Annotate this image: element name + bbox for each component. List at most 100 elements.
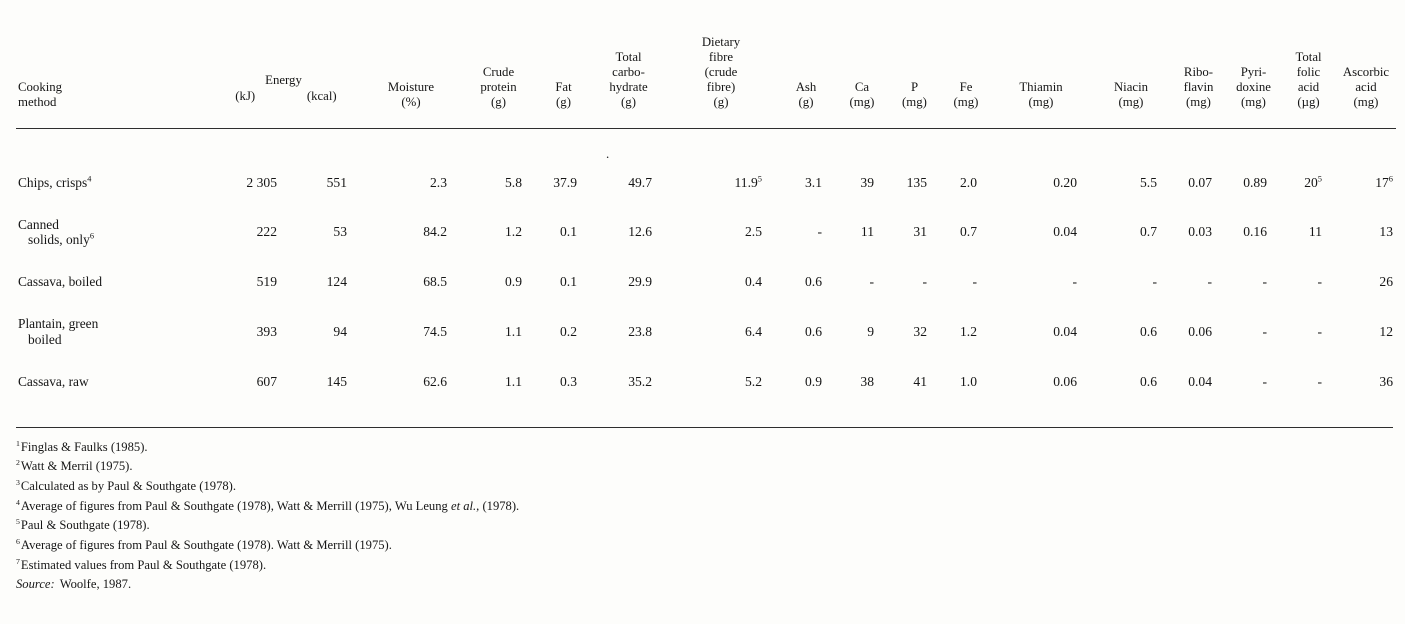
col-header-calcium: Ca (mg)	[836, 8, 888, 129]
cell-energy-kcal: 94	[333, 323, 347, 339]
cell-niacin: 0.7	[1140, 224, 1157, 240]
col-header-fat: Fat (g)	[536, 8, 591, 129]
col-header-energy-group: Energy (kJ) (kcal)	[206, 8, 361, 129]
cell-crude-protein: 1.1	[505, 323, 522, 339]
cell-total-folic-acid: 11	[1308, 224, 1322, 240]
nutrition-table: Cooking method Energy (kJ) (kcal) Moisture (%)…	[16, 8, 1396, 403]
cell-ash: 0.6	[805, 323, 822, 339]
cell-dietary-fibre: 5.2	[745, 373, 762, 389]
col-header-total-carbohydrate: Total carbo-hydrate (g)	[591, 8, 666, 129]
cell-pyridoxine: 0.89	[1243, 174, 1267, 190]
cell-dietary-fibre: 11.95	[734, 172, 762, 190]
cell-cooking-method: Cassava, raw	[18, 373, 89, 389]
footnotes-section: 1Finglas & Faulks (1985). 2Watt & Merril …	[16, 438, 1393, 595]
cell-total-folic-acid: -	[1317, 274, 1322, 290]
cell-iron: 0.7	[960, 224, 977, 240]
cell-fat: 0.2	[560, 323, 577, 339]
cell-energy-kj: 2 305	[246, 174, 277, 190]
col-header-total-folic-acid: Total folic acid (µg)	[1281, 8, 1336, 129]
cell-riboflavin: 0.03	[1188, 224, 1212, 240]
cell-total-folic-acid: -	[1317, 323, 1322, 339]
cell-ash: -	[817, 224, 822, 240]
col-header-dietary-fibre: Dietary fibre (crude fibre) (g)	[666, 8, 776, 129]
cell-energy-kj: 607	[256, 373, 277, 389]
cell-ascorbic-acid: 26	[1379, 274, 1393, 290]
cell-total-carbohydrate: 23.8	[628, 323, 652, 339]
cell-niacin: -	[1152, 274, 1157, 290]
cell-calcium: 39	[860, 174, 874, 190]
cell-moisture: 2.3	[430, 174, 447, 190]
footnote-5: 5Paul & Southgate (1978).	[16, 517, 150, 533]
cell-ash: 3.1	[805, 174, 822, 190]
cell-thiamin: 0.20	[1053, 174, 1077, 190]
cell-energy-kcal: 53	[333, 224, 347, 240]
col-header-phosphorus: P (mg)	[888, 8, 941, 129]
cell-iron: 1.2	[960, 323, 977, 339]
cell-total-carbohydrate: 35.2	[628, 373, 652, 389]
cell-riboflavin: 0.04	[1188, 373, 1212, 389]
cell-crude-protein: 5.8	[505, 174, 522, 190]
cell-ash: 0.6	[805, 274, 822, 290]
cell-phosphorus: 32	[913, 323, 927, 339]
cell-pyridoxine: -	[1262, 373, 1267, 389]
cell-fat: 37.9	[553, 174, 577, 190]
cell-calcium: 9	[867, 323, 874, 339]
cell-energy-kj: 222	[256, 224, 277, 240]
cell-phosphorus: 31	[913, 224, 927, 240]
cell-niacin: 5.5	[1140, 174, 1157, 190]
cell-phosphorus: 41	[913, 373, 927, 389]
col-header-niacin: Niacin (mg)	[1091, 8, 1171, 129]
footnote-list: 1Finglas & Faulks (1985). 2Watt & Merril …	[16, 438, 1393, 575]
footnote-4: 4Average of figures from Paul & Southgat…	[16, 497, 520, 513]
footnote-1: 1Finglas & Faulks (1985).	[16, 438, 148, 454]
table-row: Canned solids, only6 222 53 84.2 1.2 0.1 12.6 2…	[16, 204, 1396, 262]
cell-moisture: 74.5	[423, 323, 447, 339]
col-header-cooking-method: Cooking method	[16, 8, 206, 129]
col-header-moisture: Moisture (%)	[361, 8, 461, 129]
footnote-2: 2Watt & Merril (1975).	[16, 458, 133, 474]
cell-cooking-method: Cassava, boiled	[18, 274, 103, 290]
cell-crude-protein: 0.9	[505, 274, 522, 290]
cell-fat: 0.1	[560, 224, 577, 240]
cell-total-folic-acid: -	[1317, 373, 1322, 389]
source-label: Source:	[16, 577, 55, 592]
cell-riboflavin: 0.06	[1188, 323, 1212, 339]
table-row: Cassava, boiled 519 124 68.5 0.9 0.1 29.9 0.4 0.…	[16, 261, 1396, 303]
source-text: Woolfe, 1987.	[59, 577, 132, 592]
cell-ascorbic-acid: 13	[1379, 224, 1393, 240]
cell-total-carbohydrate: 29.9	[628, 274, 652, 290]
cell-pyridoxine: -	[1262, 323, 1267, 339]
scan-artifact-dot: .	[606, 146, 610, 161]
cell-thiamin: 0.04	[1053, 224, 1077, 240]
cell-moisture: 68.5	[423, 274, 447, 290]
cell-riboflavin: 0.07	[1188, 174, 1212, 190]
col-header-pyridoxine: Pyri-doxine (mg)	[1226, 8, 1281, 129]
cell-calcium: -	[869, 274, 874, 290]
footnote-3: 3Calculated as by Paul & Southgate (1978…	[16, 477, 237, 494]
cell-ash: 0.9	[805, 373, 822, 389]
cell-thiamin: 0.06	[1053, 373, 1077, 389]
footnote-6: 6Average of figures from Paul & Southgat…	[16, 536, 392, 553]
cell-moisture: 62.6	[423, 373, 447, 389]
table-row: Cassava, raw 607 145 62.6 1.1 0.3 35.2 5.2 0.9 38…	[16, 361, 1396, 403]
cell-niacin: 0.6	[1140, 323, 1157, 339]
cell-phosphorus: 135	[906, 174, 927, 190]
cell-fat: 0.3	[560, 373, 577, 389]
table-body: Chips, crisps4 2 305 551 2.3 5.8 37.9 49.7 11.9…	[16, 128, 1396, 403]
cell-iron: 1.0	[960, 373, 977, 389]
cell-cooking-method: Canned solids, only6	[18, 216, 94, 248]
col-header-crude-protein: Crude protein (g)	[461, 8, 536, 129]
cell-dietary-fibre: 0.4	[745, 274, 762, 290]
cell-energy-kj: 519	[256, 274, 277, 290]
cell-ascorbic-acid: 36	[1379, 373, 1393, 389]
col-header-ash: Ash (g)	[776, 8, 836, 129]
source-line: Source: Woolfe, 1987.	[16, 575, 1393, 595]
header-row: Cooking method Energy (kJ) (kcal) Moisture (%)…	[16, 8, 1396, 129]
cell-ascorbic-acid: 176	[1375, 172, 1393, 190]
cell-total-folic-acid: 205	[1304, 172, 1322, 190]
cell-energy-kcal: 124	[326, 274, 347, 290]
footnote-7: 7Estimated values from Paul & Southgate …	[16, 556, 267, 572]
footnote-divider-rule	[16, 426, 1393, 428]
col-header-riboflavin: Ribo-flavin (mg)	[1171, 8, 1226, 129]
